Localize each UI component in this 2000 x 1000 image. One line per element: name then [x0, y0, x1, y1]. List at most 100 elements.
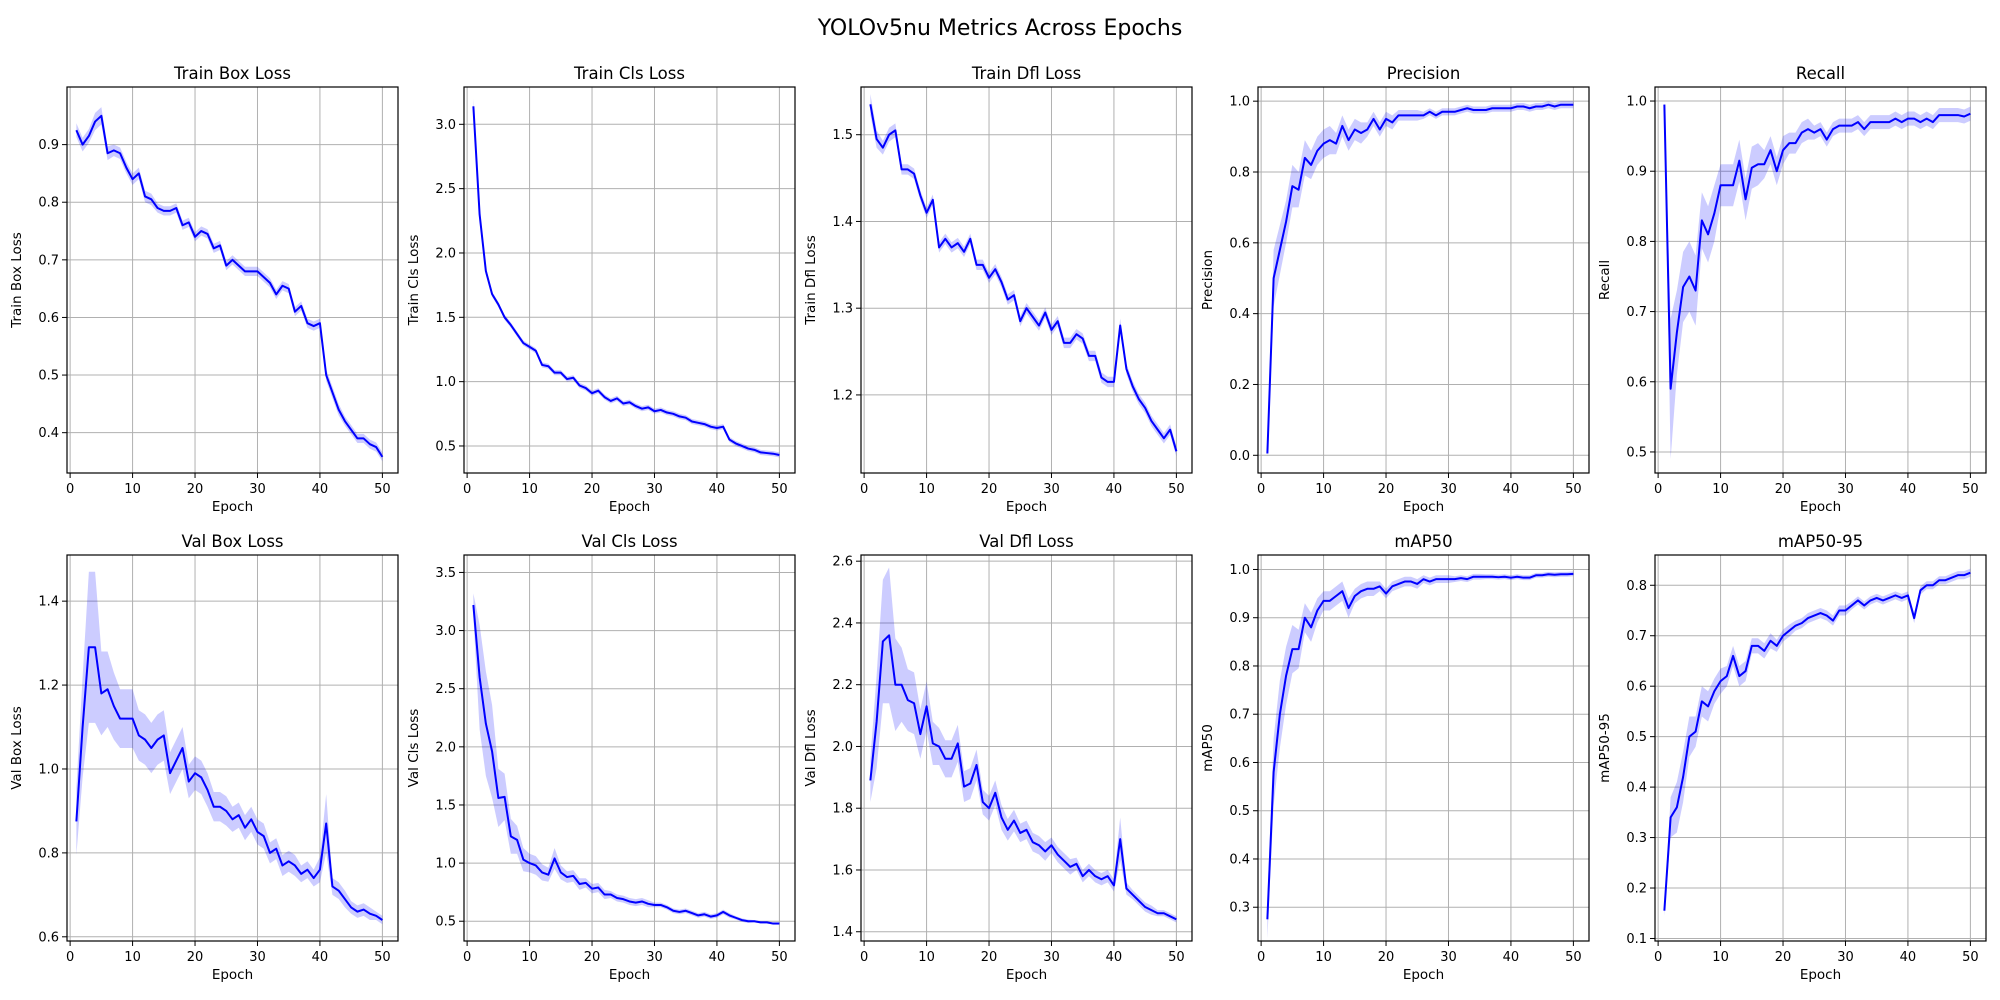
confidence-band [1267, 571, 1574, 939]
y-tick-label: 0.5 [1626, 730, 1647, 745]
y-tick-label: 0.8 [38, 846, 59, 861]
plot-frame [463, 554, 796, 942]
x-tick-label: 10 [124, 482, 141, 497]
y-tick-label: 1.0 [1229, 95, 1250, 110]
subplot-map50-95: 0 10 20 30 40 50 0.1 0.2 0.3 0.4 0.5 0.6 0.7 0.8 mAP50… [1597, 532, 1987, 983]
y-tick-label: 0.6 [1626, 375, 1647, 390]
subplot-title: Val Cls Loss [581, 532, 677, 551]
confidence-band [473, 593, 780, 925]
y-tick-label: 2.5 [435, 182, 456, 197]
subplot-title: Train Dfl Loss [971, 64, 1081, 83]
subplot-grid: 0 10 20 30 40 50 0.4 0.5 0.6 0.7 0.8 0.9 Train Box L… [9, 64, 1987, 983]
subplot-train-dfl-loss: 0 10 20 30 40 50 1.2 1.3 1.4 1.5 Train Dfl Loss Epo… [803, 64, 1193, 515]
x-tick-label: 30 [646, 482, 663, 497]
subplot-title: mAP50-95 [1778, 532, 1863, 551]
plot-frame [1257, 554, 1590, 942]
series-line [472, 604, 780, 925]
confidence-band [76, 107, 383, 462]
x-tick-label: 50 [1962, 950, 1979, 965]
y-tick-label: 3.0 [435, 118, 456, 133]
y-tick-label: 1.0 [435, 375, 456, 390]
y-axis-label: Precision [1200, 250, 1216, 310]
subplot-title: Val Dfl Loss [979, 532, 1073, 551]
x-tick-label: 30 [249, 950, 266, 965]
y-tick-label: 0.7 [1626, 305, 1647, 320]
x-tick-label: 0 [860, 482, 868, 497]
subplot-title: Precision [1387, 64, 1461, 83]
series-line [1663, 104, 1971, 390]
y-tick-label: 0.5 [38, 369, 59, 384]
x-tick-label: 0 [463, 950, 471, 965]
x-tick-label: 50 [1168, 482, 1185, 497]
figure-title: YOLOv5nu Metrics Across Epochs [817, 16, 1183, 41]
y-tick-label: 1.2 [832, 388, 853, 403]
plot-frame [1654, 86, 1987, 474]
series-line [869, 104, 1178, 452]
x-tick-label: 10 [124, 950, 141, 965]
y-tick-label: 0.3 [1229, 901, 1250, 916]
series-line [472, 106, 780, 456]
x-tick-label: 10 [1315, 482, 1332, 497]
series-line [1266, 103, 1574, 454]
y-tick-label: 2.4 [832, 616, 853, 631]
x-tick-label: 20 [1775, 950, 1792, 965]
y-tick-label: 0.3 [1626, 831, 1647, 846]
y-tick-label: 0.4 [38, 426, 59, 441]
subplot-train-box-loss: 0 10 20 30 40 50 0.4 0.5 0.6 0.7 0.8 0.9 Train Box L… [9, 64, 399, 515]
confidence-band [870, 93, 1177, 457]
y-tick-label: 1.5 [435, 798, 456, 813]
y-tick-label: 1.3 [832, 302, 853, 317]
y-axis-label: Train Cls Loss [406, 235, 422, 327]
subplot-val-box-loss: 0 10 20 30 40 50 0.6 0.8 1.0 1.2 1.4 Val Box Loss Ep… [9, 532, 399, 983]
subplot-title: Train Box Loss [173, 64, 291, 83]
series-line [75, 646, 383, 921]
x-tick-label: 0 [1654, 482, 1662, 497]
x-tick-label: 50 [1565, 482, 1582, 497]
y-axis-label: mAP50 [1200, 724, 1216, 772]
x-tick-label: 0 [66, 950, 74, 965]
y-tick-label: 1.0 [1626, 95, 1647, 110]
y-tick-label: 0.5 [1626, 445, 1647, 460]
x-tick-label: 0 [1257, 482, 1265, 497]
y-axis-label: Val Dfl Loss [803, 709, 819, 786]
y-tick-label: 0.8 [38, 196, 59, 211]
x-tick-label: 20 [187, 950, 204, 965]
x-tick-label: 50 [374, 482, 391, 497]
x-tick-label: 40 [1106, 950, 1123, 965]
y-axis-label: Recall [1597, 260, 1613, 300]
series-line [75, 114, 384, 458]
y-tick-label: 0.8 [1626, 579, 1647, 594]
x-tick-label: 30 [646, 950, 663, 965]
series-line [1663, 571, 1971, 911]
x-tick-label: 20 [584, 950, 601, 965]
x-tick-label: 10 [918, 482, 935, 497]
x-tick-label: 10 [521, 482, 538, 497]
x-tick-label: 40 [312, 482, 329, 497]
x-tick-label: 40 [709, 482, 726, 497]
x-tick-label: 30 [1837, 950, 1854, 965]
y-tick-label: 1.0 [435, 857, 456, 872]
y-tick-label: 2.2 [832, 678, 853, 693]
y-tick-label: 1.8 [832, 802, 853, 817]
y-tick-label: 0.4 [1626, 781, 1647, 796]
x-tick-label: 40 [709, 950, 726, 965]
y-tick-label: 0.6 [38, 311, 59, 326]
x-axis-label: Epoch [1403, 499, 1444, 515]
subplot-title: mAP50 [1394, 532, 1452, 551]
subplot-recall: 0 10 20 30 40 50 0.5 0.6 0.7 0.8 0.9 1.0 Recall Epoch… [1597, 64, 1987, 515]
x-axis-label: Epoch [1006, 967, 1047, 983]
y-tick-label: 1.6 [832, 863, 853, 878]
y-tick-label: 0.1 [1626, 932, 1647, 947]
x-tick-label: 20 [981, 482, 998, 497]
subplot-title: Val Box Loss [181, 532, 283, 551]
x-tick-label: 20 [187, 482, 204, 497]
y-tick-label: 0.2 [1229, 378, 1250, 393]
x-axis-label: Epoch [609, 499, 650, 515]
x-tick-label: 10 [1315, 950, 1332, 965]
y-tick-label: 0.7 [1626, 629, 1647, 644]
x-tick-label: 50 [1565, 950, 1582, 965]
x-tick-label: 10 [1712, 950, 1729, 965]
x-tick-label: 10 [918, 950, 935, 965]
y-tick-label: 0.7 [1229, 708, 1250, 723]
y-tick-label: 0.8 [1229, 659, 1250, 674]
